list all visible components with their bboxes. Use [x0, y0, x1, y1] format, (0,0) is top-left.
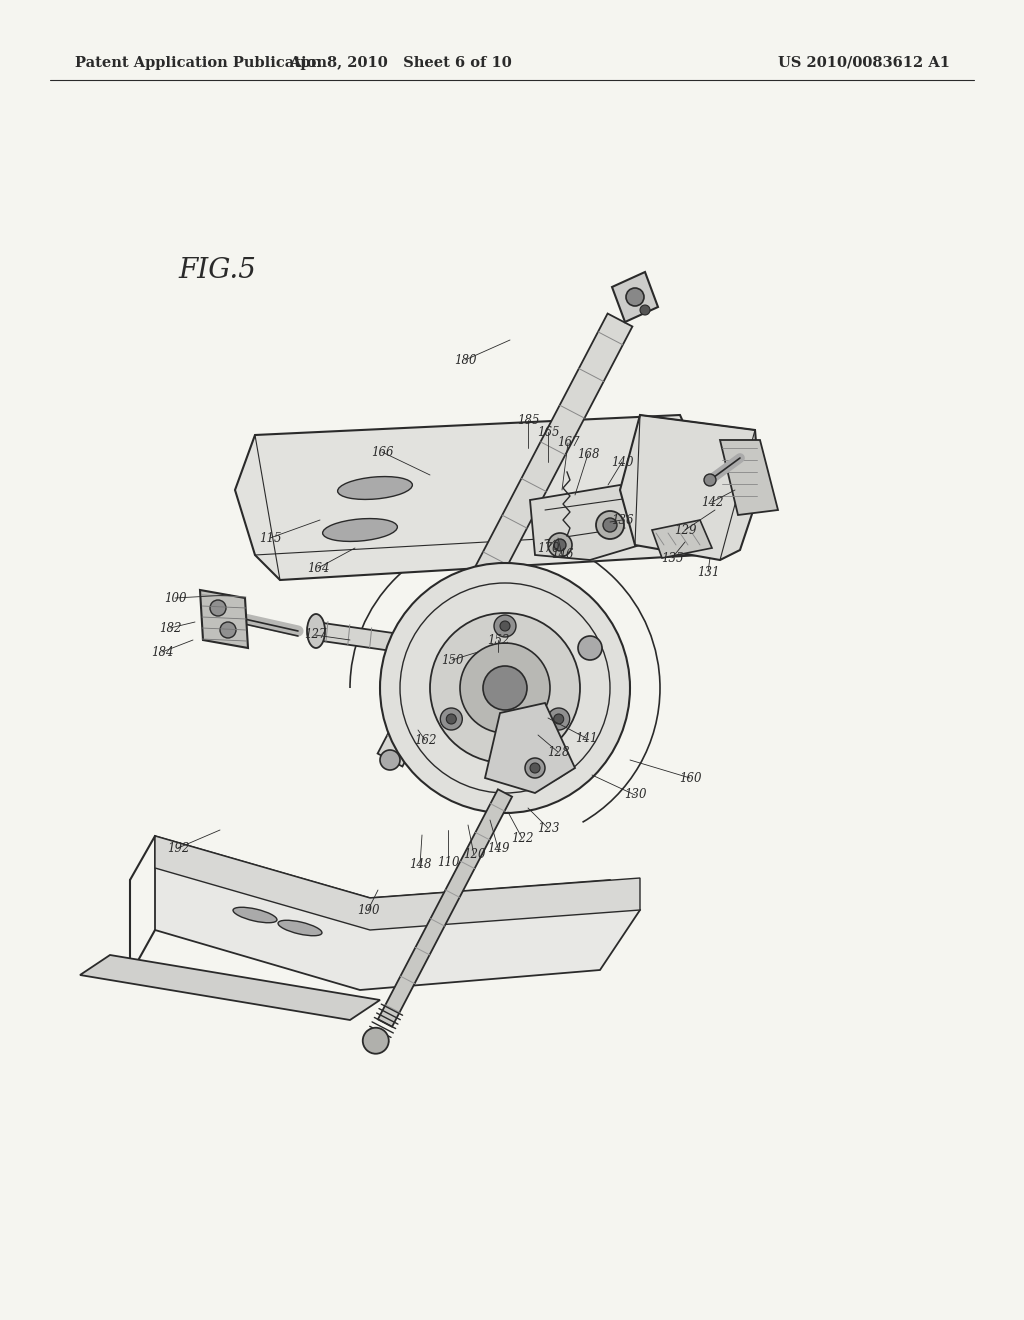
- Text: 192: 192: [167, 842, 189, 854]
- Polygon shape: [80, 954, 380, 1020]
- Polygon shape: [485, 704, 575, 793]
- Text: 140: 140: [610, 455, 633, 469]
- Circle shape: [446, 714, 457, 723]
- Text: 123: 123: [537, 821, 559, 834]
- Text: 148: 148: [409, 858, 431, 871]
- Circle shape: [530, 763, 540, 774]
- Ellipse shape: [323, 519, 397, 541]
- Text: 115: 115: [259, 532, 282, 544]
- Text: 168: 168: [577, 447, 599, 461]
- Text: 100: 100: [164, 591, 186, 605]
- Circle shape: [362, 1028, 389, 1053]
- Text: 127: 127: [304, 628, 327, 642]
- Circle shape: [380, 564, 630, 813]
- Text: 130: 130: [624, 788, 646, 801]
- Text: 136: 136: [610, 513, 633, 527]
- Ellipse shape: [233, 907, 276, 923]
- Text: 164: 164: [307, 561, 330, 574]
- Circle shape: [430, 612, 580, 763]
- Polygon shape: [155, 836, 640, 931]
- Text: 142: 142: [700, 495, 723, 508]
- Text: 152: 152: [486, 634, 509, 647]
- Circle shape: [596, 511, 624, 539]
- Text: 167: 167: [557, 437, 580, 450]
- Circle shape: [210, 601, 226, 616]
- Circle shape: [460, 643, 550, 733]
- Circle shape: [603, 517, 617, 532]
- Ellipse shape: [279, 920, 322, 936]
- Circle shape: [705, 474, 716, 486]
- Text: FIG.5: FIG.5: [178, 256, 256, 284]
- Text: 128: 128: [547, 746, 569, 759]
- Polygon shape: [378, 789, 512, 1027]
- Polygon shape: [612, 272, 658, 322]
- Polygon shape: [720, 440, 778, 515]
- Circle shape: [220, 622, 236, 638]
- Text: 170: 170: [537, 541, 559, 554]
- Circle shape: [380, 750, 400, 770]
- Text: 110: 110: [437, 855, 459, 869]
- Text: 184: 184: [151, 645, 173, 659]
- Circle shape: [525, 758, 545, 777]
- Text: 131: 131: [696, 565, 719, 578]
- Text: 141: 141: [574, 731, 597, 744]
- Circle shape: [548, 533, 572, 557]
- Circle shape: [440, 708, 462, 730]
- Text: 122: 122: [511, 832, 534, 845]
- Text: 149: 149: [486, 842, 509, 854]
- Polygon shape: [490, 631, 540, 655]
- Text: 190: 190: [356, 903, 379, 916]
- Polygon shape: [234, 414, 720, 579]
- Polygon shape: [155, 836, 640, 990]
- Circle shape: [626, 288, 644, 306]
- Polygon shape: [620, 414, 760, 560]
- Ellipse shape: [338, 477, 413, 499]
- Circle shape: [548, 708, 569, 730]
- Text: Apr. 8, 2010   Sheet 6 of 10: Apr. 8, 2010 Sheet 6 of 10: [289, 55, 511, 70]
- Circle shape: [500, 620, 510, 631]
- Text: 165: 165: [537, 425, 559, 438]
- Polygon shape: [378, 314, 633, 767]
- Text: 129: 129: [674, 524, 696, 536]
- Circle shape: [578, 636, 602, 660]
- Text: 162: 162: [414, 734, 436, 747]
- Circle shape: [554, 539, 566, 550]
- Circle shape: [640, 305, 650, 315]
- Text: 180: 180: [454, 354, 476, 367]
- Polygon shape: [315, 623, 498, 665]
- Text: 185: 185: [517, 413, 540, 426]
- Text: 160: 160: [679, 771, 701, 784]
- Polygon shape: [530, 484, 650, 560]
- Text: 166: 166: [371, 446, 393, 458]
- Text: 150: 150: [440, 653, 463, 667]
- Text: 146: 146: [551, 549, 573, 561]
- Text: 182: 182: [159, 622, 181, 635]
- Text: US 2010/0083612 A1: US 2010/0083612 A1: [778, 55, 950, 70]
- Polygon shape: [652, 520, 712, 558]
- Circle shape: [494, 615, 516, 638]
- Polygon shape: [200, 590, 248, 648]
- Ellipse shape: [307, 614, 325, 648]
- Circle shape: [554, 714, 563, 723]
- Text: Patent Application Publication: Patent Application Publication: [75, 55, 327, 70]
- Text: 135: 135: [660, 552, 683, 565]
- Text: 120: 120: [463, 849, 485, 862]
- Circle shape: [483, 667, 527, 710]
